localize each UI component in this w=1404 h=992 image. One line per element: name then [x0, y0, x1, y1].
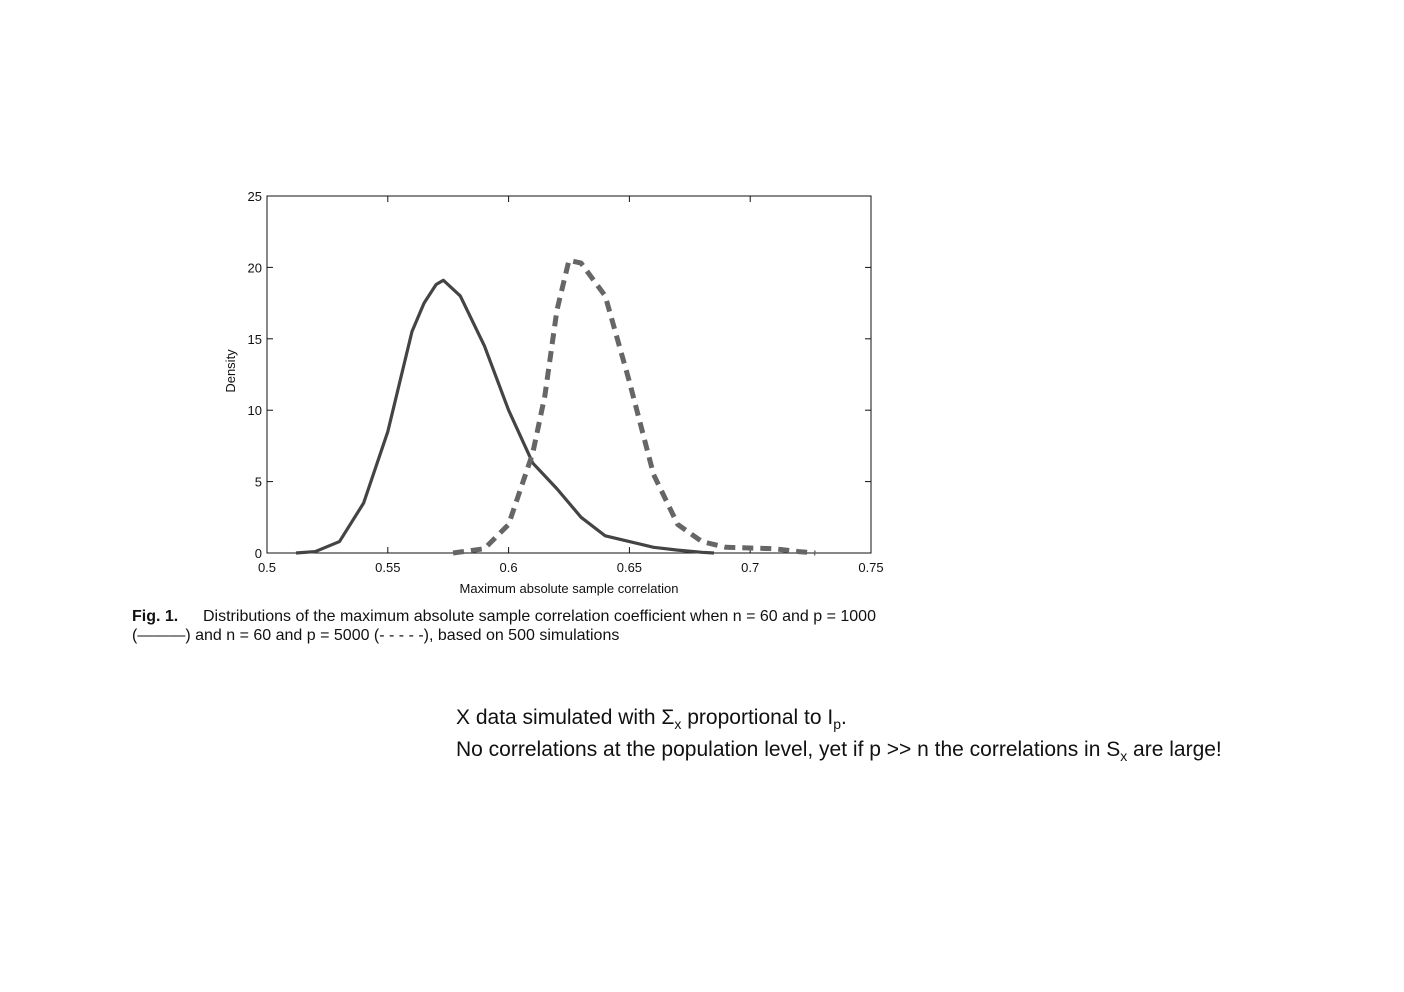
- y-axis-label: Density: [223, 349, 238, 393]
- x-axis-label: Maximum absolute sample correlation: [460, 581, 679, 596]
- density-line: [452, 257, 816, 556]
- x-tick-label: 0.55: [375, 560, 400, 575]
- y-tick-label: 20: [248, 260, 262, 275]
- x-tick-label: 0.5: [258, 560, 276, 575]
- note-subscript: x: [674, 716, 681, 732]
- note-text: proportional to I: [681, 706, 833, 729]
- note-subscript: p: [833, 716, 841, 732]
- x-tick-label: 0.6: [500, 560, 518, 575]
- note-subscript: x: [1120, 748, 1127, 764]
- note-text: X data simulated with Σ: [456, 706, 674, 729]
- plot-frame: [266, 195, 872, 554]
- note-text: .: [841, 706, 847, 729]
- note-line: No correlations at the population level,…: [456, 738, 1222, 764]
- caption-line: (———) and n = 60 and p = 5000 (- - - - -…: [132, 627, 619, 644]
- x-tick-label: 0.75: [858, 560, 883, 575]
- caption-label: Fig. 1.: [132, 608, 178, 625]
- y-tick-label: 0: [255, 546, 262, 561]
- y-tick-label: 10: [248, 403, 262, 418]
- note-text: No correlations at the population level,…: [456, 738, 1120, 761]
- note-text: are large!: [1127, 738, 1222, 761]
- note-line: X data simulated with Σx proportional to…: [456, 706, 847, 732]
- x-tick-label: 0.65: [617, 560, 642, 575]
- x-tick-label: 0.7: [741, 560, 759, 575]
- density-line: [295, 278, 715, 555]
- y-tick-label: 15: [248, 332, 262, 347]
- caption-line: Distributions of the maximum absolute sa…: [203, 608, 876, 625]
- y-tick-label: 25: [248, 189, 262, 204]
- y-tick-label: 5: [255, 475, 262, 490]
